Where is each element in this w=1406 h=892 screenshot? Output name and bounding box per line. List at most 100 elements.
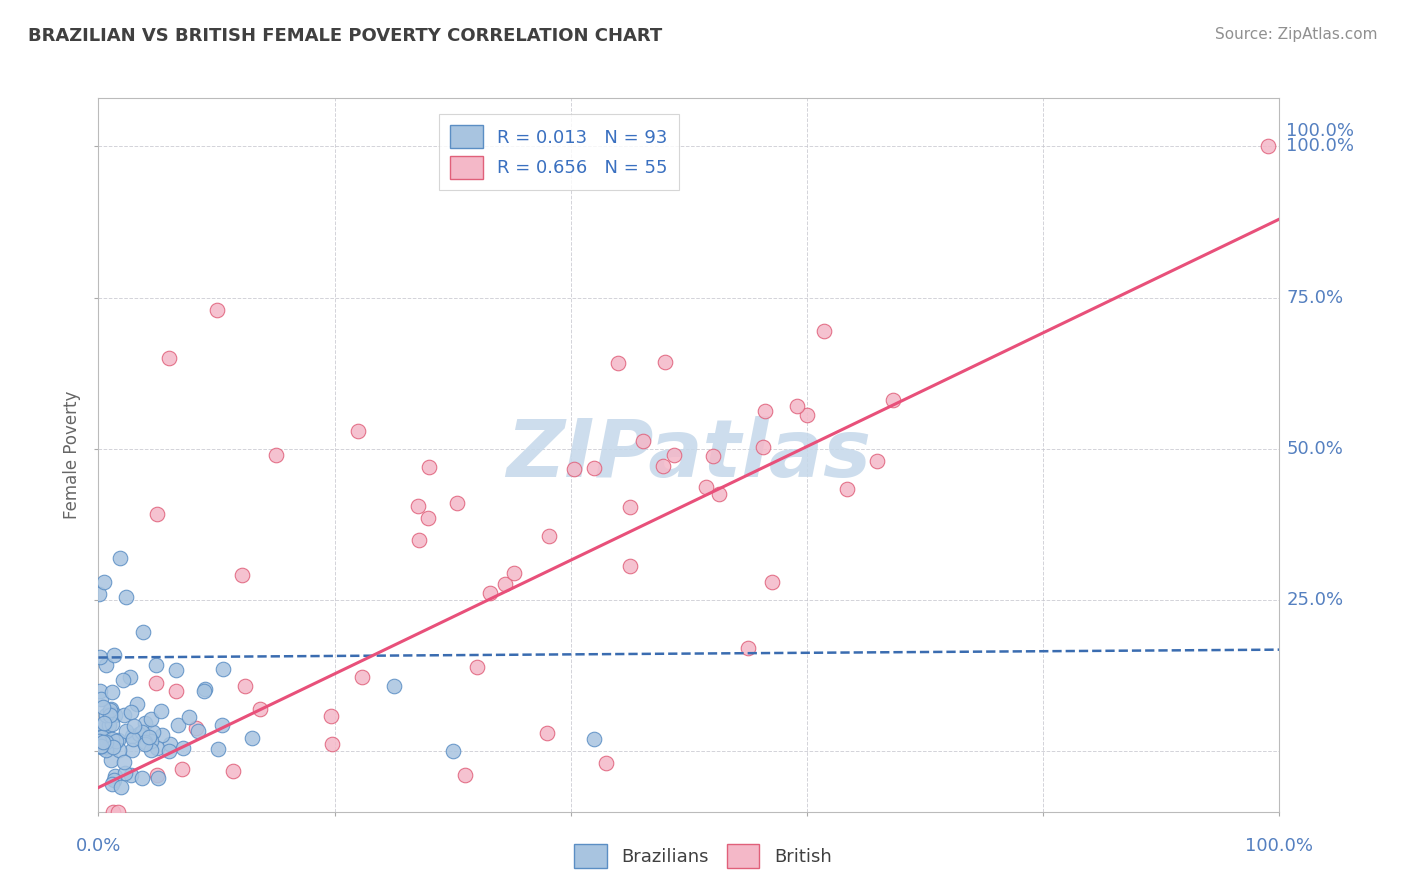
Point <box>120 670 142 684</box>
Point <box>103 708 125 723</box>
Point <box>91 700 114 714</box>
Point <box>231 568 253 582</box>
Point <box>166 683 188 698</box>
Point <box>112 755 135 769</box>
Text: 100.0%: 100.0% <box>1246 837 1313 855</box>
Point <box>813 324 835 338</box>
Legend: Brazilians, British: Brazilians, British <box>564 834 842 879</box>
Point <box>91 739 114 754</box>
Point <box>406 500 429 514</box>
Point <box>134 735 156 749</box>
Point <box>145 676 167 690</box>
Point <box>167 718 190 732</box>
Point <box>138 730 160 744</box>
Point <box>100 777 122 791</box>
Point <box>737 641 759 656</box>
Point <box>96 735 118 749</box>
Point <box>194 682 217 697</box>
Point <box>145 657 167 672</box>
Point <box>211 662 233 676</box>
Point <box>98 718 121 732</box>
Point <box>157 744 180 758</box>
Point <box>1257 139 1279 153</box>
Point <box>536 726 558 740</box>
Point <box>321 709 343 723</box>
Point <box>148 772 170 786</box>
Point <box>707 487 730 501</box>
Point <box>111 673 134 687</box>
Point <box>249 702 271 716</box>
Text: 25.0%: 25.0% <box>1286 591 1344 609</box>
Point <box>103 648 125 662</box>
Point <box>100 701 122 715</box>
Point <box>104 733 127 747</box>
Text: 75.0%: 75.0% <box>1286 289 1344 307</box>
Point <box>108 550 131 565</box>
Point <box>122 732 145 747</box>
Point <box>583 731 606 746</box>
Point <box>157 351 180 366</box>
Point <box>115 724 138 739</box>
Point <box>184 721 207 735</box>
Point <box>751 440 773 454</box>
Point <box>131 625 153 640</box>
Point <box>104 769 127 783</box>
Point <box>112 707 135 722</box>
Point <box>100 738 122 752</box>
Point <box>562 462 585 476</box>
Legend: R = 0.013   N = 93, R = 0.656   N = 55: R = 0.013 N = 93, R = 0.656 N = 55 <box>440 114 679 190</box>
Point <box>146 741 169 756</box>
Point <box>89 587 111 601</box>
Point <box>159 737 181 751</box>
Point <box>120 767 142 781</box>
Point <box>100 717 122 731</box>
Point <box>141 712 163 726</box>
Point <box>538 529 561 543</box>
Point <box>93 716 115 731</box>
Text: 100.0%: 100.0% <box>1286 137 1354 155</box>
Point <box>654 354 676 368</box>
Point <box>91 735 114 749</box>
Point <box>121 743 143 757</box>
Point <box>120 705 142 719</box>
Point <box>165 663 187 677</box>
Point <box>146 768 169 782</box>
Point <box>98 703 121 717</box>
Point <box>103 772 125 787</box>
Point <box>352 670 374 684</box>
Text: 50.0%: 50.0% <box>1286 440 1343 458</box>
Point <box>211 717 233 731</box>
Point <box>172 740 194 755</box>
Point <box>446 496 468 510</box>
Point <box>170 763 193 777</box>
Point <box>90 739 112 754</box>
Point <box>149 704 172 718</box>
Point <box>382 679 405 693</box>
Point <box>619 558 641 573</box>
Point <box>193 684 215 698</box>
Point <box>205 302 228 317</box>
Point <box>108 743 131 757</box>
Point <box>416 510 439 524</box>
Point <box>652 459 675 474</box>
Point <box>89 650 111 665</box>
Point <box>503 566 526 580</box>
Point <box>786 399 808 413</box>
Point <box>110 780 132 795</box>
Point <box>222 764 245 779</box>
Point <box>94 707 117 722</box>
Point <box>465 659 488 673</box>
Point <box>134 737 156 751</box>
Point <box>91 719 114 733</box>
Point <box>595 756 617 771</box>
Point <box>134 716 156 731</box>
Point <box>702 450 724 464</box>
Point <box>619 500 641 515</box>
Point <box>453 768 475 782</box>
Point <box>121 729 143 743</box>
Point <box>90 692 112 706</box>
Point <box>87 734 110 748</box>
Point <box>94 720 117 734</box>
Point <box>125 697 148 711</box>
Point <box>128 726 150 740</box>
